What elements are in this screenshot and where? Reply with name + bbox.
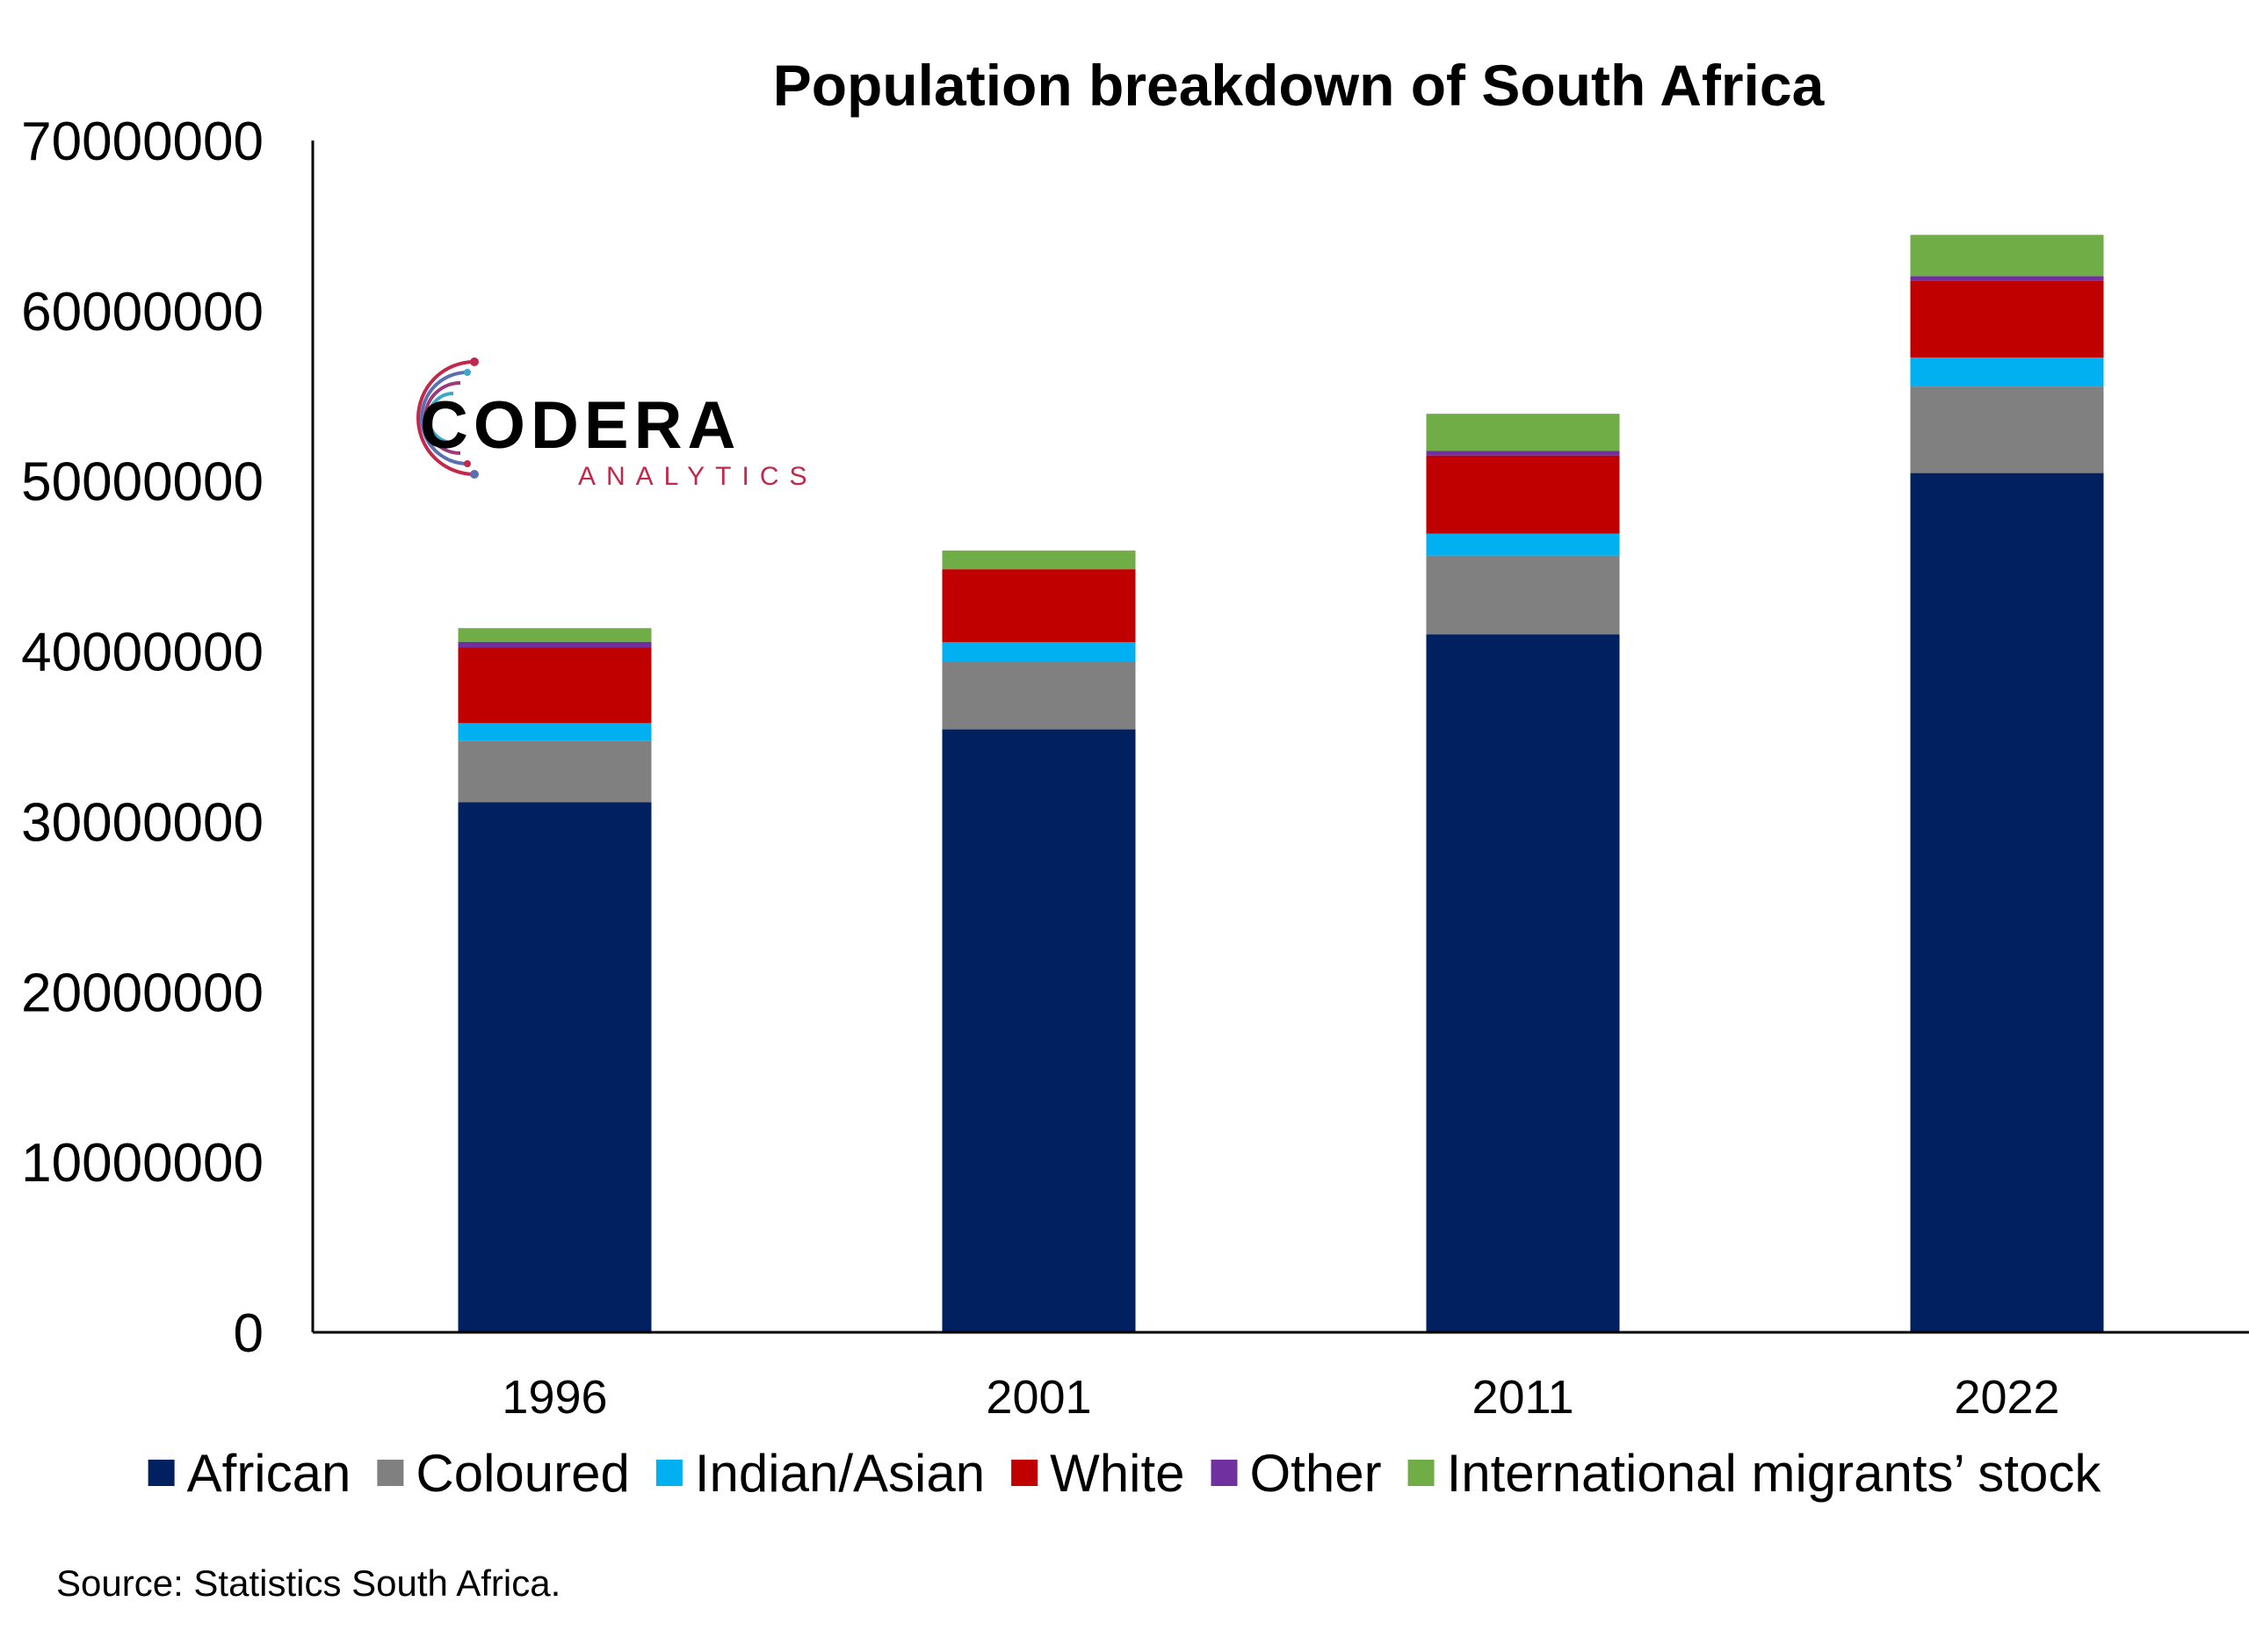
- bar-segment-white-2022: [1910, 280, 2104, 358]
- bar-segment-other-1996: [458, 641, 652, 648]
- legend-item-white: White: [1011, 1444, 1185, 1503]
- legend-label: African: [187, 1444, 351, 1503]
- bar-segment-international-migrants-stock-2011: [1426, 414, 1620, 451]
- legend-label: Indian/Asian: [695, 1444, 985, 1503]
- legend-swatch: [655, 1460, 683, 1486]
- logo-subtitle: ANALYTICS: [578, 462, 818, 491]
- bar-segment-international-migrants-stock-2001: [942, 550, 1136, 570]
- bar-segment-indian-asian-2001: [942, 642, 1136, 662]
- bar-segment-coloured-1996: [458, 740, 652, 803]
- bar-segment-international-migrants-stock-1996: [458, 628, 652, 642]
- legend-label: Other: [1250, 1444, 1382, 1503]
- y-tick-label: 10000000: [21, 1133, 264, 1194]
- legend-item-coloured: Coloured: [377, 1444, 630, 1503]
- x-tick-label: 2022: [1954, 1371, 2059, 1424]
- legend-swatch: [1211, 1460, 1238, 1486]
- legend-item-other: Other: [1211, 1444, 1382, 1503]
- logo-circle-icon: [416, 357, 479, 479]
- x-tick-label: 1996: [502, 1371, 607, 1424]
- legend-label: Coloured: [416, 1444, 630, 1503]
- bar-segment-african-2022: [1910, 473, 2104, 1332]
- bar-segment-other-2011: [1426, 451, 1620, 456]
- chart-title: Population breakdown of South Africa: [773, 53, 1826, 118]
- legend-swatch: [1011, 1460, 1038, 1486]
- y-tick-label: 50000000: [21, 452, 264, 513]
- bar-segment-white-1996: [458, 647, 652, 724]
- bar-segment-african-1996: [458, 802, 652, 1332]
- legend-item-african: African: [148, 1444, 351, 1503]
- y-tick-label: 40000000: [21, 623, 264, 683]
- legend-swatch: [377, 1460, 404, 1486]
- bar-segment-coloured-2011: [1426, 555, 1620, 635]
- legend-item-international-migrants-stock: International migrants’ stock: [1407, 1444, 2102, 1503]
- bar-segment-international-migrants-stock-2022: [1910, 234, 2104, 277]
- bar-segment-white-2011: [1426, 455, 1620, 534]
- bar-segment-african-2001: [942, 729, 1136, 1332]
- bar-segment-coloured-2001: [942, 661, 1136, 730]
- source-note: Source: Statistics South Africa.: [56, 1562, 560, 1604]
- bar-segment-indian-asian-1996: [458, 723, 652, 741]
- bar-segment-indian-asian-2022: [1910, 357, 2104, 387]
- bar-segment-african-2011: [1426, 634, 1620, 1332]
- bar-segment-indian-asian-2011: [1426, 533, 1620, 556]
- x-tick-label: 2001: [986, 1371, 1091, 1424]
- legend-item-indian-asian: Indian/Asian: [655, 1444, 985, 1503]
- codera-logo: CODERA ANALYTICS: [416, 357, 818, 491]
- y-tick-label: 30000000: [21, 792, 264, 853]
- bar-segment-other-2022: [1910, 276, 2104, 281]
- legend-label: White: [1050, 1444, 1184, 1503]
- y-tick-label: 20000000: [21, 963, 264, 1023]
- y-tick-label: 0: [234, 1303, 264, 1364]
- legend-swatch: [148, 1460, 175, 1486]
- legend-swatch: [1407, 1460, 1435, 1486]
- y-tick-label: 60000000: [21, 282, 264, 343]
- legend-label: International migrants’ stock: [1447, 1444, 2102, 1503]
- logo-name: CODERA: [420, 388, 741, 463]
- y-tick-label: 70000000: [21, 112, 264, 172]
- bar-segment-white-2001: [942, 569, 1136, 643]
- bar-segment-coloured-2022: [1910, 386, 2104, 473]
- x-tick-label: 2011: [1472, 1371, 1573, 1424]
